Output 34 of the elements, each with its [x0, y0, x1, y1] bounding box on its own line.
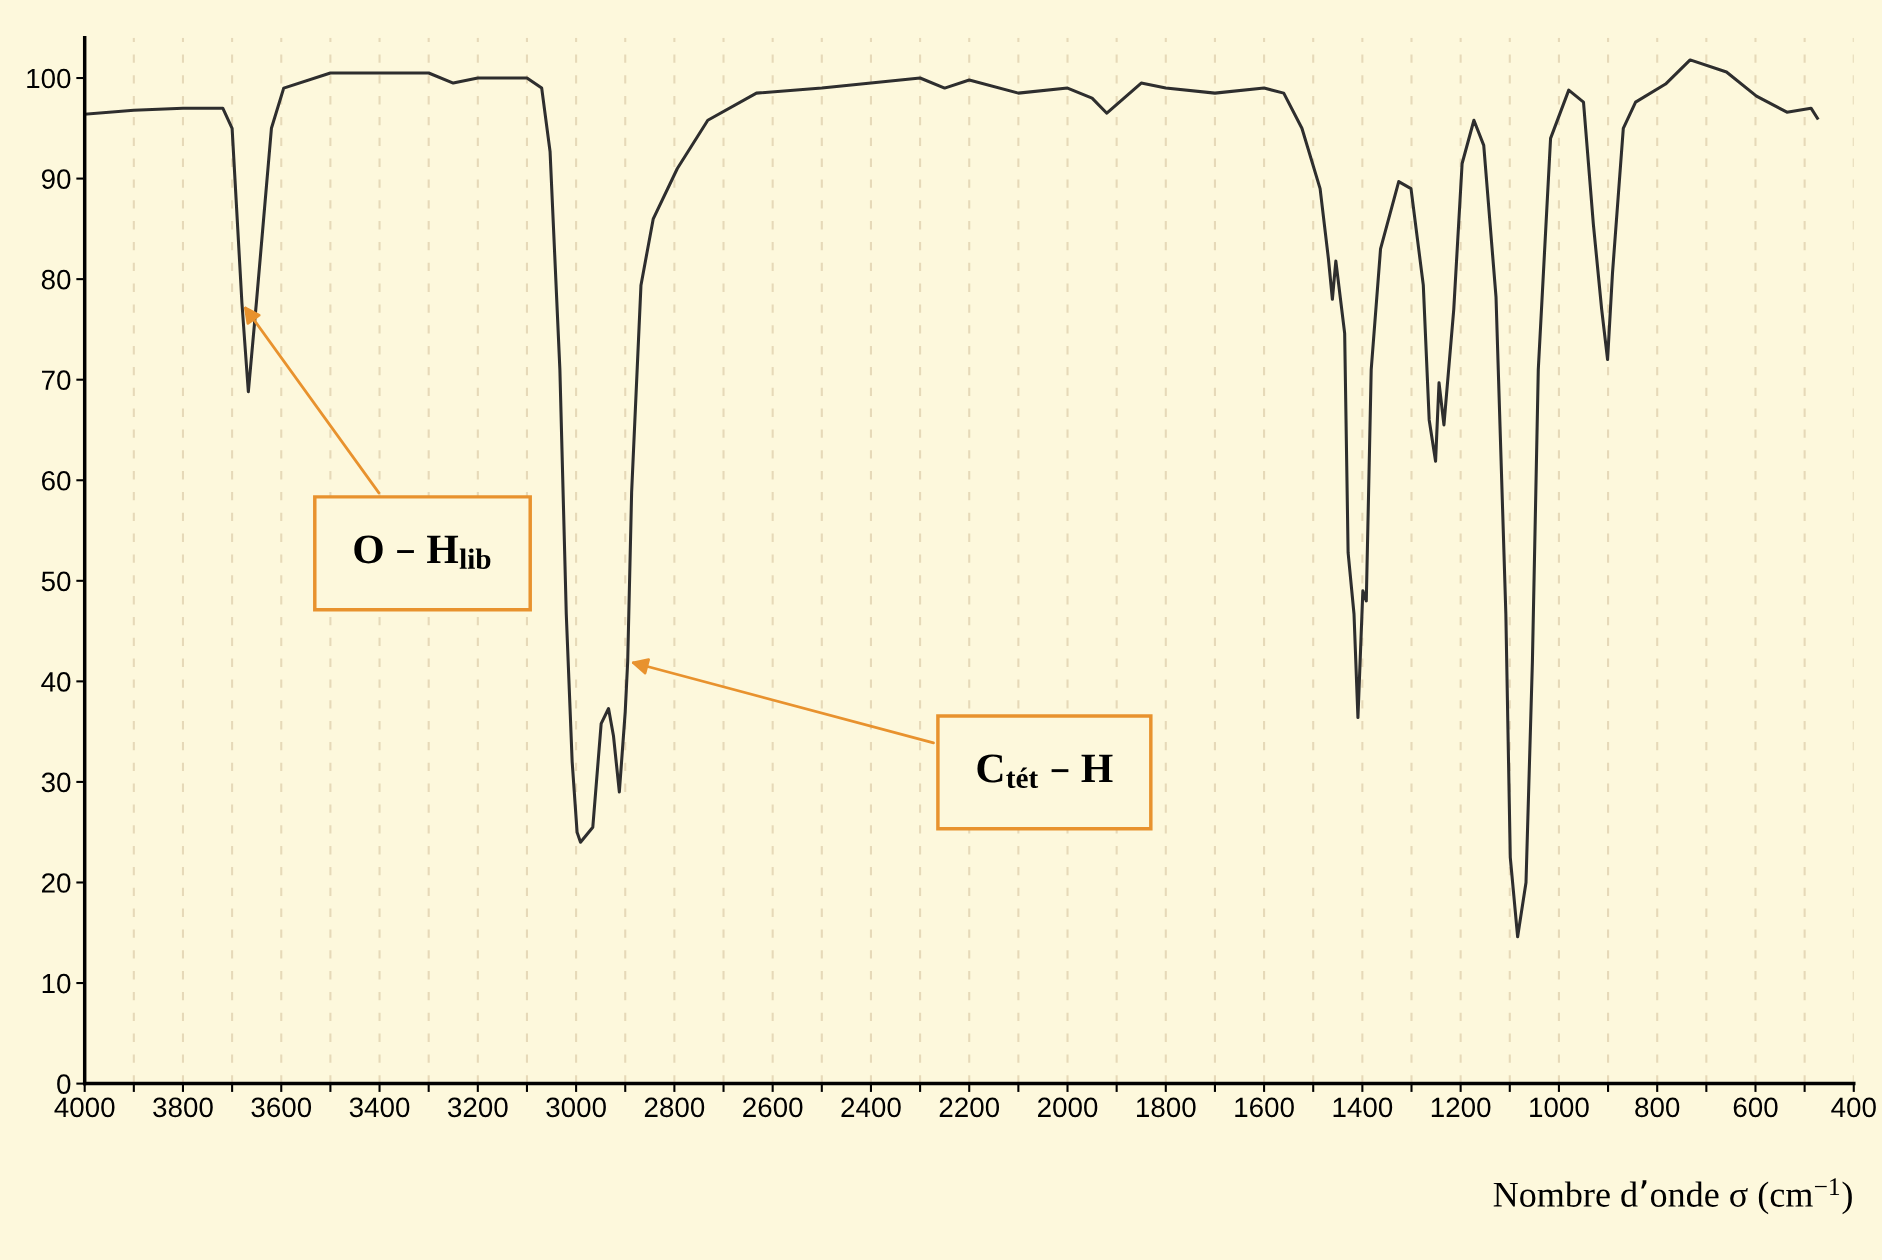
x-tick-label: 1000	[1530, 1097, 1589, 1118]
annotation: C$_{tét}$ – H	[977, 754, 1113, 789]
y-tick-label: 0	[57, 1074, 71, 1094]
x-tick-label: 4000	[54, 1097, 115, 1118]
x-tick-label: 3000	[546, 1097, 606, 1118]
y-tick-label: 20	[42, 873, 71, 893]
x-tick-label: 2200	[939, 1097, 1000, 1118]
y-tick-label: 60	[42, 470, 71, 491]
x-tick-label: 3600	[251, 1097, 312, 1118]
line-series	[84, 58, 1819, 939]
annotation: O – H$_{lib}$	[354, 535, 491, 569]
x-tick-label: 2400	[841, 1097, 901, 1118]
y-tick-label: 70	[42, 370, 71, 391]
x-tick-label: 1200	[1431, 1097, 1491, 1118]
x-tick-label: 1600	[1235, 1097, 1294, 1118]
y-tick-label: 100	[27, 68, 71, 89]
x-tick-label: 2000	[1038, 1097, 1098, 1118]
x-tick-label: 2800	[644, 1097, 705, 1118]
x-tick-label: 3400	[349, 1097, 410, 1118]
x-tick-label: 3200	[447, 1097, 508, 1118]
y-tick-label: 50	[41, 571, 71, 592]
x-tick-label: 600	[1733, 1097, 1778, 1118]
x-tick-label: 1800	[1137, 1097, 1196, 1118]
x-tick-label: 1400	[1333, 1097, 1393, 1118]
y-tick-label: 30	[41, 772, 71, 793]
y-tick-label: 90	[41, 169, 71, 189]
x-tick-label: 800	[1635, 1097, 1680, 1118]
y-tick-label: 40	[41, 672, 71, 692]
x-tick-label: 2600	[743, 1097, 803, 1118]
x-tick-label: 400	[1831, 1097, 1876, 1118]
x-tick-label: 3800	[153, 1097, 213, 1118]
y-tick-label: 80	[41, 269, 71, 290]
y-tick-label: 10	[42, 973, 71, 994]
x-axis-title: Nombre d’onde σ (cm$^{−1}$)	[1493, 1178, 1852, 1215]
